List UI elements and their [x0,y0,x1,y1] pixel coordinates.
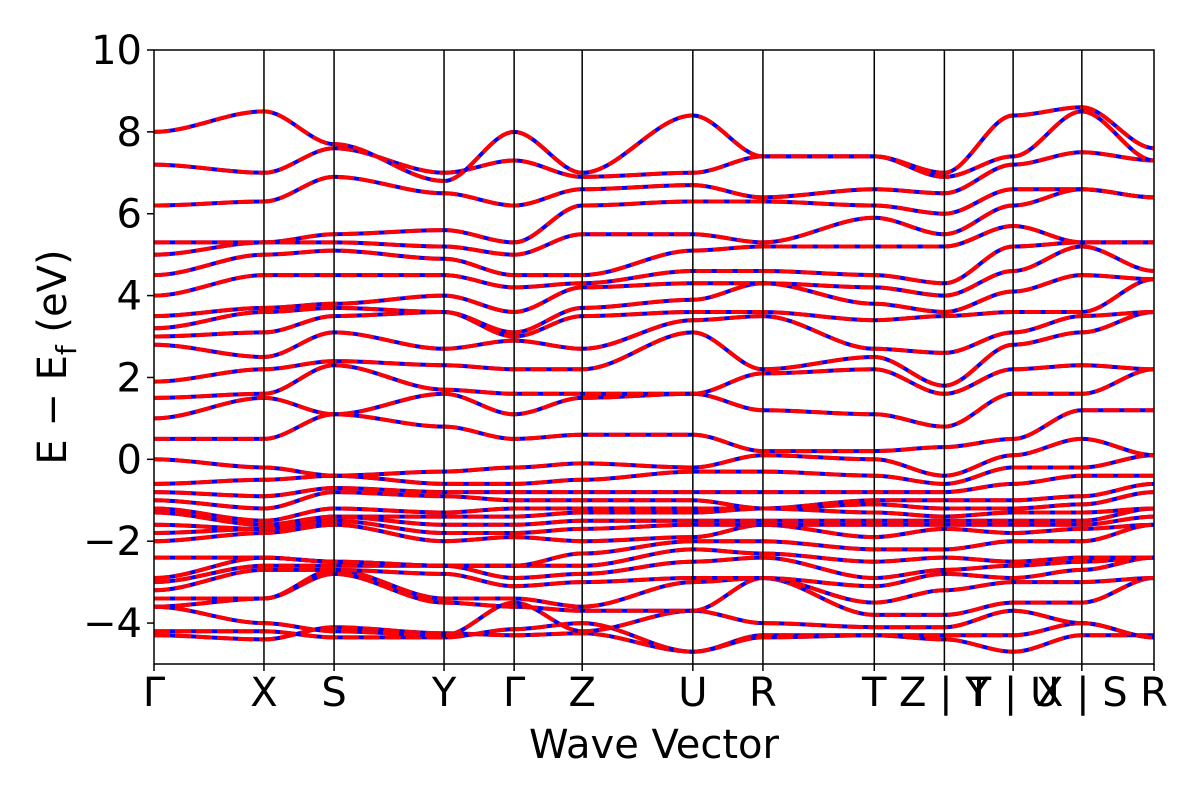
x-axis-title: Wave Vector [529,722,780,768]
band-13-red-dashed-line [153,490,1155,523]
x-tick-label-4: Γ [503,670,526,716]
y-ticks: 10 8 6 4 2 0 −2 −4 [83,28,154,647]
y-axis-title: E − Ef (eV) [30,249,83,464]
band-20-red-dashed-line [153,363,1155,400]
band-13-blue-line [153,490,1155,523]
x-tick-label-9: Z | Y [899,670,990,716]
band-28-blue-line [153,187,1155,257]
x-tick-label-12: R [1140,670,1168,716]
band-30-blue-line [153,150,1155,208]
plot-frame [153,49,1155,665]
x-tick-label-11: X | S [1036,670,1128,716]
band-16-red-dashed-line [153,453,1155,486]
x-tick-label-10: T | U [966,670,1060,716]
y-tick-label-6: −2 [83,519,142,565]
y-tick-label-3: 4 [117,274,142,320]
band-32-red-dashed-line [153,105,1155,184]
band-14-blue-line [153,481,1155,511]
x-tick-label-7: R [749,670,777,716]
x-tick-label-8: T [861,670,887,716]
y-tick-label-1: 8 [117,110,142,156]
y-tick-label-4: 2 [117,355,142,401]
x-tick-label-0: Γ [143,670,166,716]
y-tick-label-2: 6 [117,192,142,238]
y-tick-label-0: 10 [91,28,142,74]
band-14-red-dashed-line [153,481,1155,511]
y-tick-label-5: 0 [117,437,142,483]
x-tick-label-3: Y [431,670,457,716]
x-tick-label-5: Z [568,670,595,716]
y-tick-label-7: −4 [83,601,142,647]
band-22-red-dashed-line [153,310,1155,360]
y-axis-title-unit: (eV) [30,249,76,345]
band-18-red-dashed-line [154,408,1154,454]
y-axis-title-main: E − E [30,355,76,465]
x-tick-label-2: S [321,670,346,716]
band-30-red-dashed-line [153,150,1155,208]
y-axis-title-subscript: f [50,344,83,355]
bands-layer [153,105,1155,654]
band-28-red-dashed-line [153,187,1155,257]
x-tick-label-1: X [250,670,277,716]
x-tick-label-6: U [678,670,707,716]
kpoint-lines [263,50,1083,664]
band-18-blue-line [154,408,1154,454]
